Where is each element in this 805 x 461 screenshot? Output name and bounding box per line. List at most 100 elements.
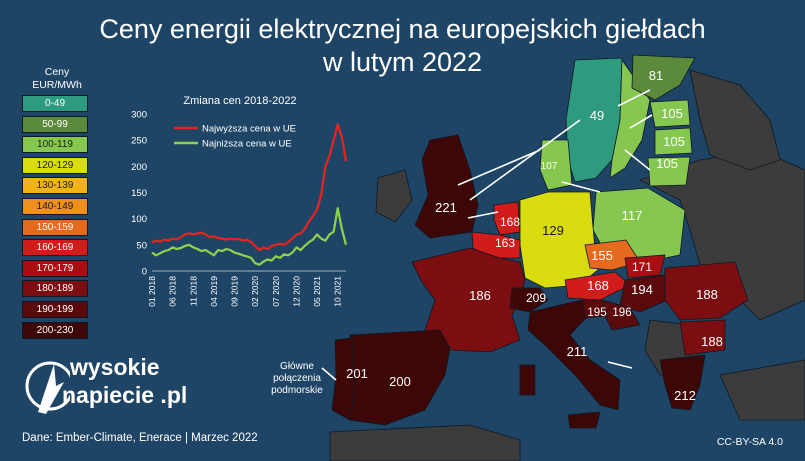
country-FI (631, 54, 696, 101)
price-label-LV: 105 (663, 134, 685, 149)
x-tick-label: 06 2018 (168, 276, 178, 307)
price-label-HR: 196 (612, 307, 631, 319)
price-label-ES: 200 (389, 374, 411, 389)
price-label-DK: 107 (541, 161, 558, 172)
series-line-min (151, 207, 348, 266)
legend-header: Ceny EUR/MWh (22, 66, 92, 92)
subsea-link-gb-no-north (469, 119, 581, 201)
x-tick-label: 11 2018 (188, 276, 198, 306)
price-label-FI: 81 (649, 68, 663, 83)
subsea-label-line3: podmorskie (271, 385, 323, 396)
price-label-SI: 195 (587, 307, 606, 319)
price-legend: 0-49 50-99 100-119 120-129 130-139 140-149 150… (22, 95, 88, 342)
chart-legend: Najwyższa cena w UE Najniższa cena w UE (174, 124, 296, 150)
country-HU (619, 274, 669, 313)
x-tick-label: 07 2020 (271, 276, 281, 307)
price-label-RO: 188 (696, 287, 718, 302)
price-label-BE: 163 (495, 236, 515, 250)
country-SK (624, 254, 666, 279)
legend-swatch-130-139: 130-139 (22, 177, 88, 195)
price-label-BG: 188 (701, 334, 723, 349)
legend-swatch-180-189: 180-189 (22, 280, 88, 298)
y-tick-label: 250 (131, 136, 147, 147)
subsea-link-gb-nl (467, 211, 499, 219)
subsea-link-se-pl (561, 181, 601, 193)
subsea-label-line2: połączenia (273, 373, 321, 384)
country-EE (649, 99, 691, 128)
legend-swatch-120-129: 120-129 (22, 156, 88, 174)
x-tick-label: 01 2018 (147, 276, 157, 307)
x-tick-label: 02 2020 (250, 276, 260, 307)
subsea-label-line1: Główne (280, 361, 314, 372)
legend-swatch-100-119: 100-119 (22, 136, 88, 154)
country-FR (411, 247, 526, 353)
country-NL (493, 201, 521, 236)
country-grey-turkey (719, 359, 805, 421)
logo-text-line1: wysokie (70, 354, 160, 380)
license: CC-BY-SA 4.0 (716, 436, 783, 448)
price-trend-chart: Zmiana cen 2018-2022 0501001502002503000… (131, 95, 348, 307)
chart-title: Zmiana cen 2018-2022 (183, 95, 296, 107)
price-label-SK: 171 (632, 260, 652, 274)
y-tick-label: 150 (131, 188, 147, 199)
y-tick-label: 0 (142, 267, 147, 278)
legend-swatch-50-99: 50-99 (22, 115, 88, 133)
country-grey-scandi-east (689, 69, 781, 171)
country-HR (602, 299, 641, 331)
legend-header-line1: Ceny (44, 66, 70, 78)
chart-series (151, 123, 348, 266)
series-line-max (151, 123, 348, 252)
legend-swatch-140-149: 140-149 (22, 197, 88, 215)
map-title-line2: w lutym 2022 (322, 47, 483, 77)
price-label-HU: 194 (631, 282, 653, 297)
country-AT (564, 271, 631, 301)
country-IT (527, 299, 621, 411)
x-tick-label: 04 2019 (209, 276, 219, 307)
country-CH (509, 287, 549, 313)
x-tick-label: 12 2020 (291, 276, 301, 307)
subsea-link-se-ee (629, 114, 653, 129)
price-label-CZ: 155 (591, 248, 613, 263)
legend-swatch-190-199: 190-199 (22, 300, 88, 318)
legend-swatch-0-49: 0-49 (22, 95, 88, 112)
subsea-link-se-lt (624, 149, 651, 171)
subsea-link-it-gr (607, 361, 633, 369)
y-tick-label: 50 (136, 240, 147, 251)
logo-bolt-icon (25, 361, 70, 414)
country-RO (664, 261, 749, 321)
price-label-PL: 117 (622, 208, 643, 223)
price-label-LT: 105 (656, 156, 678, 171)
country-BE (471, 231, 521, 259)
country-GB (414, 134, 479, 239)
chart-axes: 0 50 100 150 200 250 300 01 2018 06 2018 11 2018 0… (131, 110, 346, 307)
legend-swatch-160-169: 160-169 (22, 239, 88, 257)
country-IT-sardinia (519, 364, 536, 396)
chart-legend-label: Najniższa cena w UE (202, 139, 292, 150)
country-IT-sicily (567, 411, 601, 429)
y-tick-label: 100 (131, 214, 147, 225)
country-grey-africa (329, 424, 521, 461)
country-BG (679, 319, 726, 356)
country-LV (654, 127, 693, 156)
x-tick-label: 05 2021 (312, 276, 322, 307)
x-tick-label: 10 2021 (333, 276, 343, 307)
data-source: Dane: Ember-Climate, Enerace | Marzec 20… (22, 432, 258, 444)
price-label-NL: 168 (500, 215, 520, 229)
price-label-GR: 212 (674, 388, 696, 403)
price-label-EE: 105 (661, 106, 683, 121)
logo: wysokie napiecie .pl (24, 352, 214, 422)
country-DK (539, 139, 573, 191)
subsea-label-pointer (321, 367, 337, 381)
price-label-AT: 168 (587, 278, 609, 293)
price-label-PT: 201 (346, 366, 368, 381)
subsea-connections (321, 89, 653, 381)
y-tick-label: 200 (131, 162, 147, 173)
legend-swatch-150-159: 150-159 (22, 218, 88, 236)
subsea-link-gb-no (457, 149, 541, 186)
price-label-FR: 186 (469, 288, 491, 303)
country-GR (659, 354, 706, 411)
price-label-IT: 211 (567, 344, 588, 359)
y-tick-label: 300 (131, 110, 147, 121)
price-label-NO: 49 (590, 108, 604, 123)
